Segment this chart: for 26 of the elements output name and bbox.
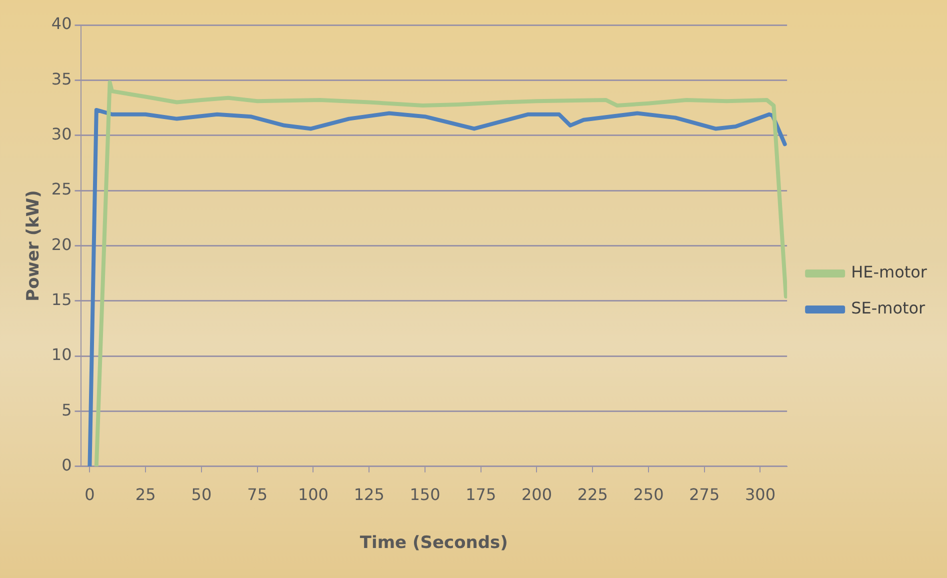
y-tick-label: 25	[51, 180, 72, 199]
y-tick-label: 20	[51, 234, 72, 254]
x-tick-label: 225	[577, 485, 608, 504]
x-tick-label: 50	[191, 485, 212, 504]
x-axis-title: Time (Seconds)	[360, 533, 508, 554]
y-tick-label: 15	[51, 290, 72, 310]
x-tick-label: 250	[633, 485, 664, 504]
x-tick-label: 200	[521, 485, 552, 504]
x-tick-label: 175	[466, 485, 496, 504]
x-tick-label: 150	[410, 485, 440, 504]
x-tick-label: 0	[84, 485, 95, 504]
x-tick-label: 100	[298, 485, 328, 504]
legend-label: HE-motor	[851, 262, 928, 282]
y-axis-title: Power (kW)	[24, 190, 44, 302]
x-tick-label: 75	[247, 485, 268, 504]
y-tick-label: 35	[51, 69, 72, 88]
legend-label: SE-motor	[851, 298, 926, 318]
y-tick-label: 5	[62, 400, 72, 420]
x-tick-label: 300	[744, 485, 776, 504]
x-tick-label: 275	[689, 485, 720, 504]
y-tick-label: 0	[62, 456, 72, 475]
y-tick-label: 30	[51, 124, 72, 144]
x-tick-label: 125	[354, 485, 384, 504]
y-tick-label: 10	[51, 345, 72, 364]
y-tick-label: 40	[51, 14, 72, 34]
x-tick-label: 25	[135, 485, 156, 504]
